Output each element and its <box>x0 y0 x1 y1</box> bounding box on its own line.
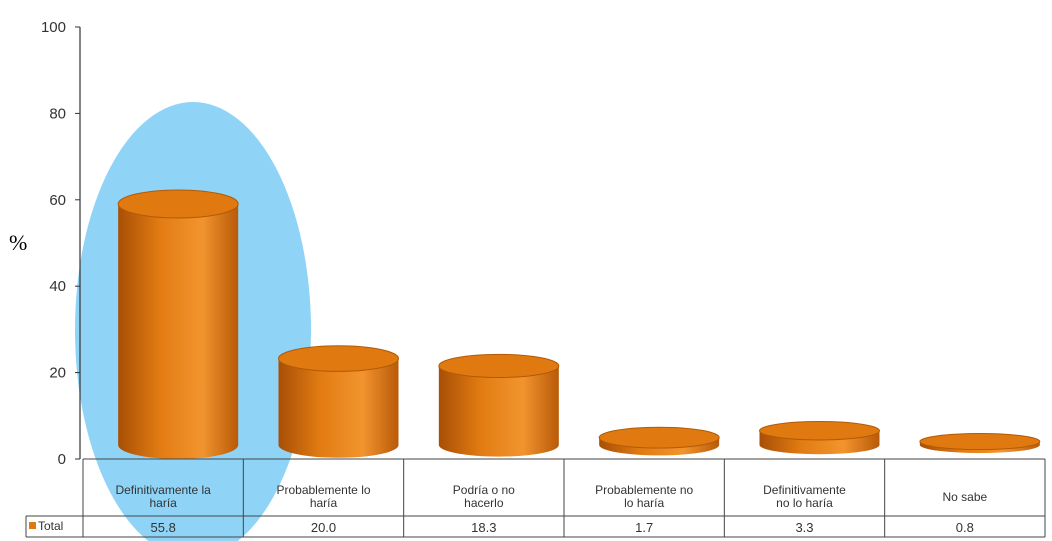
bar-top <box>919 433 1041 451</box>
value-label: 55.8 <box>151 520 176 535</box>
bar-body <box>278 358 399 458</box>
category-label: Definitivamente la <box>115 483 211 497</box>
category-label: Probablemente no <box>595 483 693 497</box>
value-label: 18.3 <box>471 520 496 535</box>
bar <box>759 421 880 455</box>
category-label: Podría o no <box>453 483 515 497</box>
bar-top <box>117 189 239 219</box>
category-label: lo haría <box>624 496 664 510</box>
value-label: 3.3 <box>795 520 813 535</box>
bar-top <box>438 353 560 379</box>
bars <box>117 189 1041 459</box>
y-tick-label: 40 <box>49 278 66 295</box>
category-label: hacerlo <box>464 496 504 510</box>
bar <box>117 189 239 459</box>
category-label: No sabe <box>942 490 987 504</box>
bar-top <box>598 426 720 449</box>
legend-label: Total <box>38 519 63 533</box>
category-label: haría <box>310 496 338 510</box>
bar <box>598 426 720 456</box>
y-tick-label: 80 <box>49 105 66 122</box>
bar <box>919 433 1041 453</box>
bar-body <box>118 203 239 459</box>
category-label: Definitivamente <box>763 483 846 497</box>
axes: 0 20 40 60 80 100 <box>41 19 81 468</box>
y-tick-label: 20 <box>49 365 66 382</box>
bar <box>438 353 560 457</box>
y-tick-label: 60 <box>49 192 66 209</box>
category-label: haría <box>149 496 177 510</box>
y-axis-unit-label: % <box>9 230 27 255</box>
value-label: 20.0 <box>311 520 336 535</box>
bar <box>278 345 399 458</box>
legend-swatch <box>29 522 36 529</box>
y-tick-label: 100 <box>41 19 66 36</box>
bar-top <box>278 345 399 372</box>
bar-body <box>438 365 559 457</box>
value-label: 1.7 <box>635 520 653 535</box>
bar-top <box>759 421 880 441</box>
value-label: 0.8 <box>956 520 974 535</box>
category-label: Probablemente lo <box>276 483 370 497</box>
category-label: no lo haría <box>776 496 833 510</box>
y-tick-label: 0 <box>58 451 66 468</box>
data-table: Definitivamente laharía55.8Probablemente… <box>25 458 1046 538</box>
